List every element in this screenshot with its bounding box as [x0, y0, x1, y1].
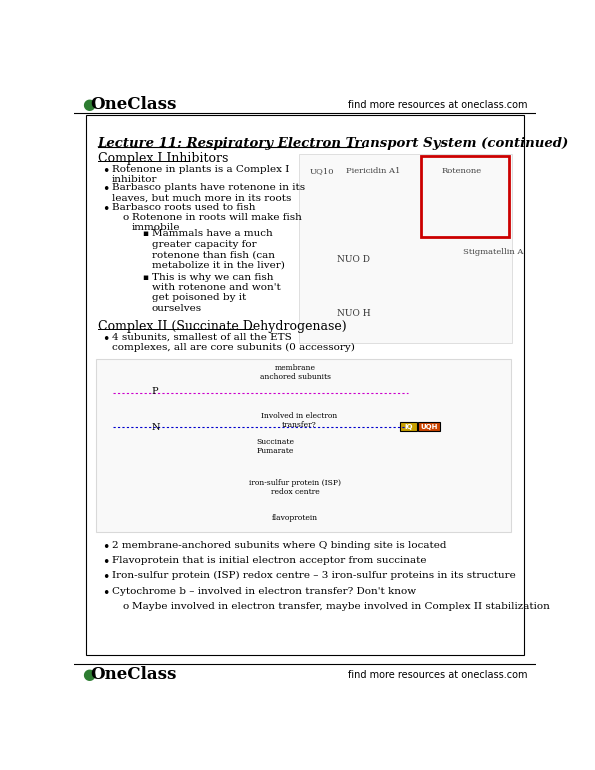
Text: •: • [102, 587, 109, 600]
Text: Barbasco plants have rotenone in its
leaves, but much more in its roots: Barbasco plants have rotenone in its lea… [112, 183, 305, 203]
Text: Rotenone in plants is a Complex I
inhibitor: Rotenone in plants is a Complex I inhibi… [112, 165, 289, 184]
Bar [299, 154, 512, 343]
Text: IQ: IQ [404, 424, 413, 430]
Text: ●: ● [82, 97, 95, 112]
Text: OneClass: OneClass [90, 96, 176, 113]
Text: ●: ● [82, 667, 95, 682]
Text: Succinate: Succinate [256, 438, 295, 447]
Text: Rotenone in roots will make fish
immobile: Rotenone in roots will make fish immobil… [131, 213, 302, 232]
Text: Flavoprotein that is initial electron acceptor from succinate: Flavoprotein that is initial electron ac… [112, 556, 426, 565]
Text: Barbasco roots used to fish: Barbasco roots used to fish [112, 203, 255, 213]
Text: Involved in electron
transfer?: Involved in electron transfer? [261, 412, 337, 429]
Text: 2 membrane-anchored subunits where Q binding site is located: 2 membrane-anchored subunits where Q bin… [112, 541, 446, 550]
Bar [96, 359, 511, 532]
Text: Maybe involved in electron transfer, maybe involved in Complex II stabilization: Maybe involved in electron transfer, may… [131, 602, 550, 611]
Text: UQ10: UQ10 [310, 167, 334, 176]
Text: UQH: UQH [421, 424, 438, 430]
Text: Fumarate: Fumarate [256, 447, 294, 455]
Text: Complex I Inhibitors: Complex I Inhibitors [98, 152, 228, 166]
Text: 4 subunits, smallest of all the ETS
complexes, all are core subunits (0 accessor: 4 subunits, smallest of all the ETS comp… [112, 333, 355, 352]
Text: •: • [102, 541, 109, 554]
Text: NUO D: NUO D [337, 255, 370, 264]
Text: N: N [152, 423, 161, 432]
Text: •: • [102, 571, 109, 584]
Text: Lecture 11: Respiratory Electron Transport System (continued): Lecture 11: Respiratory Electron Transpo… [98, 137, 569, 150]
Bar [421, 156, 509, 237]
Text: •: • [102, 333, 109, 346]
Text: Iron-sulfur protein (ISP) redox centre – 3 iron-sulfur proteins in its structure: Iron-sulfur protein (ISP) redox centre –… [112, 571, 515, 581]
Text: •: • [102, 556, 109, 569]
Text: •: • [102, 183, 109, 196]
Text: membrane
anchored subunits: membrane anchored subunits [260, 364, 331, 381]
Text: iron-sulfur protein (ISP)
redox centre: iron-sulfur protein (ISP) redox centre [249, 479, 342, 496]
Bar [418, 422, 440, 431]
Text: flavoprotein: flavoprotein [272, 514, 318, 522]
Text: Cytochrome b – involved in electron transfer? Don't know: Cytochrome b – involved in electron tran… [112, 587, 416, 596]
Text: OneClass: OneClass [90, 666, 176, 683]
Text: o: o [123, 213, 129, 222]
Text: ▪: ▪ [143, 229, 149, 239]
Text: Rotenone: Rotenone [442, 167, 482, 176]
Text: NUO H: NUO H [337, 309, 370, 318]
Text: Stigmatellin A: Stigmatellin A [463, 248, 523, 256]
Text: find more resources at oneclass.com: find more resources at oneclass.com [348, 670, 528, 679]
Text: •: • [102, 165, 109, 178]
Text: ▪: ▪ [143, 273, 149, 282]
Text: P: P [152, 387, 158, 396]
Text: find more resources at oneclass.com: find more resources at oneclass.com [348, 100, 528, 109]
Text: Piericidin A1: Piericidin A1 [346, 167, 400, 176]
Bar [400, 422, 417, 431]
Text: Mammals have a much
greater capacity for
rotenone than fish (can
metabolize it i: Mammals have a much greater capacity for… [152, 229, 285, 270]
Text: o: o [123, 602, 129, 611]
Text: •: • [102, 203, 109, 216]
Text: Complex II (Succinate Dehydrogenase): Complex II (Succinate Dehydrogenase) [98, 320, 346, 333]
Text: This is why we can fish
with rotenone and won't
get poisoned by it
ourselves: This is why we can fish with rotenone an… [152, 273, 281, 313]
